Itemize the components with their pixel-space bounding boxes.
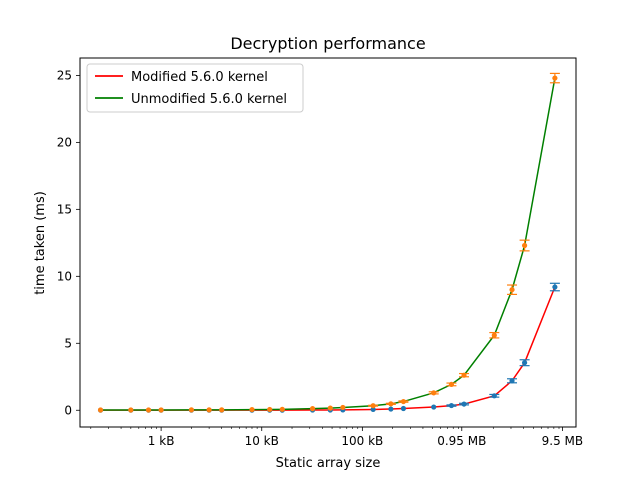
data-point <box>340 404 346 411</box>
data-point <box>400 398 407 405</box>
series-line-1 <box>100 286 556 411</box>
data-point <box>249 406 255 413</box>
y-tick-label: 10 <box>57 269 72 283</box>
y-axis-label: time taken (ms) <box>33 191 48 295</box>
series-line-2 <box>100 77 556 411</box>
data-point <box>370 403 376 409</box>
legend-box <box>86 63 304 113</box>
data-point <box>219 407 225 413</box>
data-point <box>461 372 467 378</box>
x-tick-label: 0.95 MB <box>437 434 486 448</box>
data-point <box>97 407 104 413</box>
data-point <box>145 407 152 413</box>
x-tick-label: 9.5 MB <box>542 434 583 448</box>
data-point <box>267 406 273 413</box>
legend-label-1: Modified 5.6.0 kernel <box>131 70 268 85</box>
chart-title: Decryption performance <box>230 34 425 53</box>
y-tick-label: 5 <box>64 336 72 350</box>
data-point <box>448 381 455 388</box>
x-tick-label: 10 kB <box>245 434 279 448</box>
x-tick-label: 1 kB <box>148 434 175 448</box>
data-point <box>327 405 333 411</box>
data-point <box>158 407 164 413</box>
data-point <box>206 407 212 413</box>
data-point <box>431 390 437 396</box>
data-point <box>491 393 497 399</box>
plot-frame <box>79 57 577 428</box>
data-point <box>491 332 497 338</box>
data-point <box>509 378 515 384</box>
data-point <box>521 242 528 249</box>
data-point <box>431 404 437 410</box>
data-point <box>509 287 515 293</box>
data-point <box>388 406 394 412</box>
legend-label-2: Unmodified 5.6.0 kernel <box>131 92 287 107</box>
data-point <box>400 405 407 412</box>
data-point <box>448 402 455 409</box>
y-tick-label: 0 <box>64 403 72 417</box>
legend: Modified 5.6.0 kernel Unmodified 5.6.0 ke… <box>86 63 304 113</box>
data-point <box>388 401 394 407</box>
data-point <box>552 75 558 81</box>
data-point <box>279 406 285 412</box>
data-point <box>188 407 195 413</box>
data-point <box>370 406 376 413</box>
y-tick-label: 20 <box>57 135 72 149</box>
y-tick-label: 15 <box>57 202 72 216</box>
x-axis-label: Static array size <box>276 456 381 471</box>
x-tick-label: 100 kB <box>341 434 383 448</box>
plot-area: 0 5 10 15 20 25 1 kB 10 kB 100 kB 0.95 MB 9.5 MB Mo… <box>57 57 583 448</box>
y-tick-label: 25 <box>57 68 72 82</box>
data-point <box>461 401 467 407</box>
data-point <box>521 360 528 366</box>
data-point <box>552 284 558 290</box>
data-point <box>128 407 134 413</box>
data-point <box>309 406 316 412</box>
